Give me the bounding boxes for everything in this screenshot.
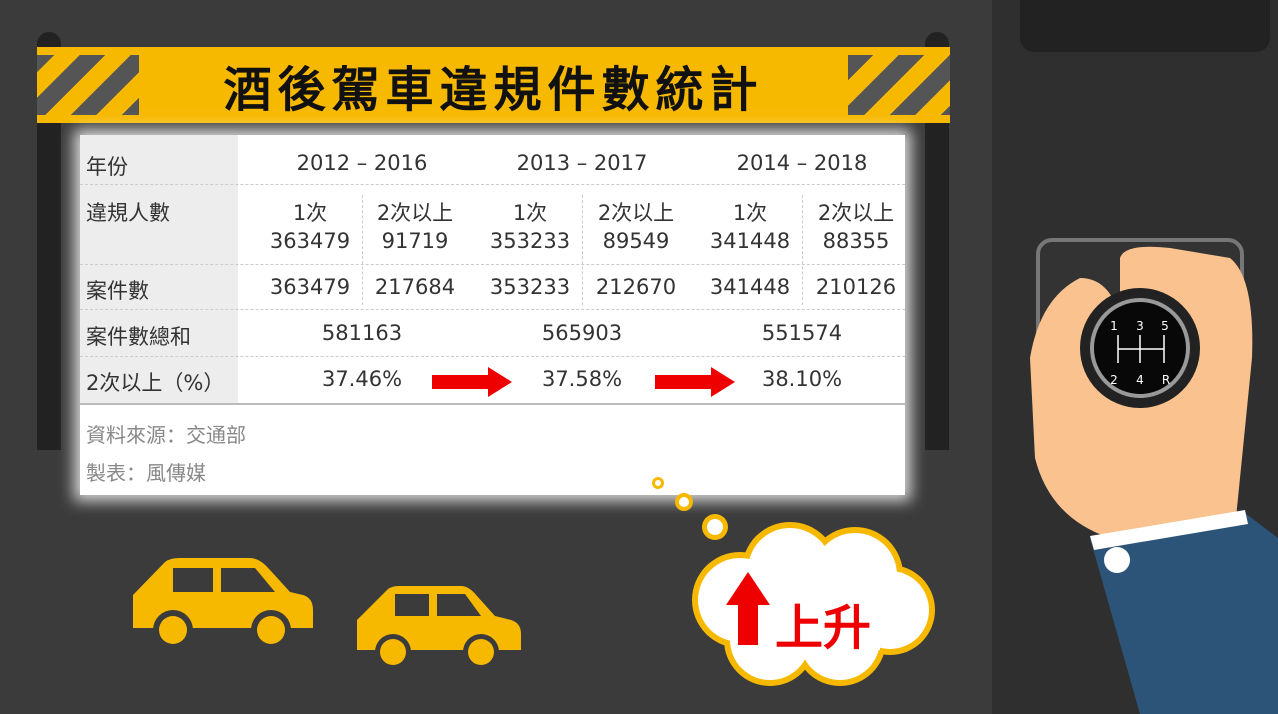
gear-label: 3 xyxy=(1136,319,1144,333)
page-title: 酒後駕車違規件數統計 xyxy=(223,62,764,118)
period-header: 2013 – 2017 xyxy=(516,151,648,175)
dashboard-shape xyxy=(1020,0,1270,52)
row-label: 案件數總和 xyxy=(86,325,191,349)
violator-count: 363479 xyxy=(269,229,351,253)
car-illustrations xyxy=(133,558,521,670)
bubble-text: 上升 xyxy=(775,600,872,656)
violator-count: 88355 xyxy=(822,229,890,253)
right-arrow-icon xyxy=(655,367,735,397)
case-total: 565903 xyxy=(541,321,623,345)
maker-note: 製表：風傳媒 xyxy=(86,461,206,485)
thought-bubble xyxy=(652,477,935,686)
sub-header: 2次以上 xyxy=(597,201,675,225)
repeat-pct: 38.10% xyxy=(761,367,843,391)
gear-label: R xyxy=(1162,373,1170,387)
row-label: 2次以上（%） xyxy=(86,371,225,395)
repeat-pct: 37.58% xyxy=(541,367,623,391)
title-banner: 酒後駕車違規件數統計 xyxy=(37,47,950,123)
violator-count: 353233 xyxy=(489,229,571,253)
gear-label: 4 xyxy=(1136,373,1144,387)
violator-count: 341448 xyxy=(709,229,791,253)
period-header: 2012 – 2016 xyxy=(296,151,428,175)
row-label: 案件數 xyxy=(86,279,149,303)
row-label: 違規人數 xyxy=(86,201,170,225)
gear-label: 5 xyxy=(1161,319,1169,333)
period-header: 2014 – 2018 xyxy=(736,151,868,175)
up-arrow-icon xyxy=(726,572,770,645)
case-total: 581163 xyxy=(321,321,403,345)
gear-label: 1 xyxy=(1110,319,1118,333)
cuff-button xyxy=(1104,547,1130,573)
source-note: 資料來源：交通部 xyxy=(86,423,246,447)
sub-header: 2次以上 xyxy=(817,201,895,225)
violator-count: 91719 xyxy=(381,229,449,253)
stats-table: 年份 違規人數 案件數 案件數總和 2次以上（%） 2012 – 2016 20… xyxy=(80,135,905,495)
car-icon xyxy=(357,586,521,670)
case-total: 551574 xyxy=(761,321,843,345)
sleeve xyxy=(1090,513,1278,714)
hazard-stripes-left xyxy=(37,55,139,115)
hazard-stripes-right xyxy=(848,55,950,115)
right-arrow-icon xyxy=(432,367,512,397)
case-count: 363479 xyxy=(269,275,351,299)
case-count: 210126 xyxy=(815,275,897,299)
gear-label: 2 xyxy=(1110,373,1118,387)
violator-count: 89549 xyxy=(602,229,670,253)
hand-gear-shifter: 1 3 5 2 4 R xyxy=(1030,238,1278,714)
repeat-pct: 37.46% xyxy=(321,367,403,391)
sub-header: 1次 xyxy=(512,201,548,225)
sub-header: 2次以上 xyxy=(376,201,454,225)
case-count: 212670 xyxy=(595,275,677,299)
row-label: 年份 xyxy=(86,155,128,179)
case-count: 353233 xyxy=(489,275,571,299)
sub-header: 1次 xyxy=(732,201,768,225)
sub-header: 1次 xyxy=(292,201,328,225)
cuff xyxy=(1090,510,1248,550)
car-icon xyxy=(133,558,313,650)
label-column xyxy=(80,135,238,403)
case-count: 341448 xyxy=(709,275,791,299)
case-count: 217684 xyxy=(374,275,456,299)
